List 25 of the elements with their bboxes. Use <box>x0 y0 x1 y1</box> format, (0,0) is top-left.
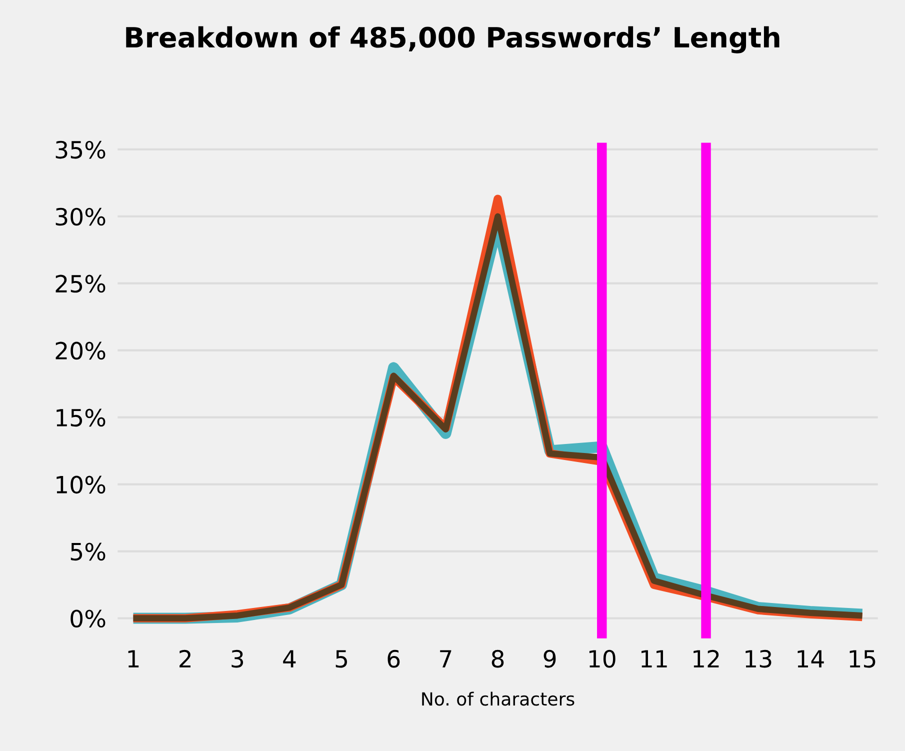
x-tick-label: 13 <box>746 650 772 668</box>
y-tick-label: 15% <box>56 408 106 427</box>
chart-title: Breakdown of 485,000 Passwords’ Length <box>126 26 780 54</box>
y-tick-label: 0% <box>70 610 106 628</box>
x-tick-label: 8 <box>492 650 504 668</box>
x-tick-label: 5 <box>336 650 347 668</box>
y-tick-label: 20% <box>56 342 106 360</box>
x-tick-label: 12 <box>694 650 719 668</box>
y-tick-label: 25% <box>56 274 106 293</box>
y-tick-label: 5% <box>70 542 106 561</box>
x-tick-label: 7 <box>440 650 452 668</box>
x-tick-label: 11 <box>642 650 667 668</box>
y-tick-label: 10% <box>56 476 106 494</box>
x-axis-title: No. of characters <box>422 692 574 706</box>
y-tick-label: 30% <box>56 208 106 226</box>
x-tick-label: 6 <box>388 650 400 668</box>
x-tick-label: 4 <box>283 650 296 668</box>
x-tick-label: 2 <box>180 650 190 668</box>
y-tick-label: 35% <box>56 140 106 159</box>
x-tick-label: 3 <box>232 650 244 668</box>
x-tick-label: 10 <box>589 650 616 668</box>
x-tick-label: 15 <box>850 650 876 668</box>
x-tick-label: 14 <box>798 650 824 668</box>
x-tick-label: 9 <box>544 650 556 668</box>
x-tick-label: 1 <box>128 650 139 668</box>
